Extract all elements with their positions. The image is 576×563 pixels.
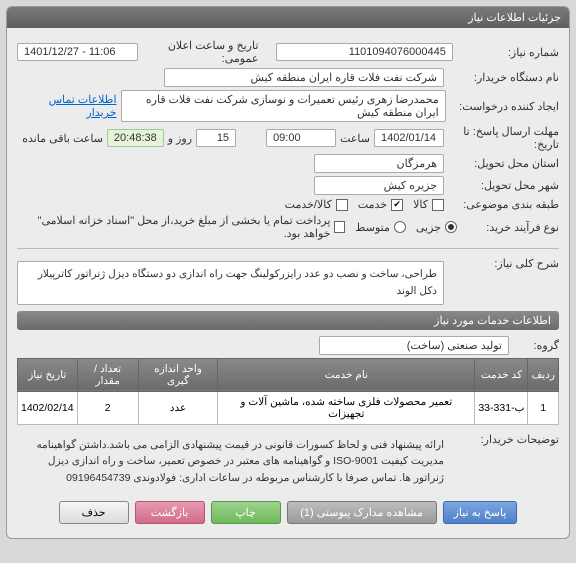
proc-note-group: پرداخت تمام یا بخشی از مبلغ خرید،از محل … xyxy=(27,214,345,240)
remain-days-label: روز و xyxy=(168,132,192,145)
category-label: طبقه بندی موضوعی: xyxy=(444,198,559,211)
services-col-header: ردیف xyxy=(528,358,559,391)
cat-goods-checkbox[interactable] xyxy=(432,199,444,211)
buyer-value: شرکت نفت فلات قاره ایران منطقه کیش xyxy=(164,68,444,87)
need-details-panel: جزئیات اطلاعات نیاز شماره نیاز: 11010940… xyxy=(6,6,570,539)
services-col-header: نام خدمت xyxy=(218,358,475,391)
respond-button[interactable]: پاسخ به نیاز xyxy=(443,501,518,524)
requester-label: ایجاد کننده درخواست: xyxy=(446,100,559,113)
row-requester: ایجاد کننده درخواست: محمدرضا زهری رئیس ت… xyxy=(17,90,559,122)
services-header: اطلاعات خدمات مورد نیاز xyxy=(17,311,559,330)
services-col-header: واحد اندازه گیری xyxy=(138,358,218,391)
proc-medium-radio[interactable] xyxy=(394,221,406,233)
row-buyer-notes: توضیحات خریدار: ارائه پیشنهاد فنی و لحاظ… xyxy=(17,433,559,491)
proc-partial-group: جزیی xyxy=(416,221,457,234)
table-cell: تعمیر محصولات فلزی ساخته شده، ماشین آلات… xyxy=(218,391,475,424)
services-col-header: تعداد / مقدار xyxy=(77,358,138,391)
table-cell: 2 xyxy=(77,391,138,424)
buyer-label: نام دستگاه خریدار: xyxy=(444,71,559,84)
requester-value: محمدرضا زهری رئیس تعمیرات و نوسازی شرکت … xyxy=(121,90,446,122)
panel-title: جزئیات اطلاعات نیاز xyxy=(7,7,569,28)
process-label: نوع فرآیند خرید: xyxy=(457,221,559,234)
group-label: گروه: xyxy=(509,339,559,352)
services-table: ردیفکد خدمتنام خدمتواحد اندازه گیریتعداد… xyxy=(17,358,559,425)
announce-label: تاریخ و ساعت اعلان عمومی: xyxy=(138,39,258,65)
cat-service-checkbox[interactable] xyxy=(391,199,403,211)
row-group: گروه: تولید صنعتی (ساخت) xyxy=(17,336,559,355)
row-province: استان محل تحویل: هرمزگان xyxy=(17,154,559,173)
province-value: هرمزگان xyxy=(314,154,444,173)
table-row: 1ب-331-33تعمیر محصولات فلزی ساخته شده، م… xyxy=(18,391,559,424)
proc-note-checkbox[interactable] xyxy=(334,221,345,233)
buyer-notes-value: ارائه پیشنهاد فنی و لحاظ کسورات قانونی د… xyxy=(17,437,444,487)
remain-days: 15 xyxy=(196,129,236,147)
row-process: نوع فرآیند خرید: جزیی متوسط پرداخت تمام … xyxy=(17,214,559,240)
proc-partial-label: جزیی xyxy=(416,221,441,234)
cat-service-group: خدمت xyxy=(358,198,403,211)
button-bar: پاسخ به نیاز مشاهده مدارک پیوستی (1) چاپ… xyxy=(17,501,559,524)
services-table-body: 1ب-331-33تعمیر محصولات فلزی ساخته شده، م… xyxy=(18,391,559,424)
print-button[interactable]: چاپ xyxy=(211,501,281,524)
proc-medium-label: متوسط xyxy=(355,221,390,234)
services-col-header: تاریخ نیاز xyxy=(18,358,78,391)
row-city: شهر محل تحویل: جزیره کیش xyxy=(17,176,559,195)
table-cell: 1402/02/14 xyxy=(18,391,78,424)
cat-both-label: کالا/خدمت xyxy=(285,198,332,211)
row-buyer: نام دستگاه خریدار: شرکت نفت فلات قاره ای… xyxy=(17,68,559,87)
desc-label: شرح کلی نیاز: xyxy=(444,257,559,270)
city-value: جزیره کیش xyxy=(314,176,444,195)
remain-time: 20:48:38 xyxy=(107,129,164,147)
deadline-time-label: ساعت xyxy=(340,132,370,145)
announce-value: 1401/12/27 - 11:06 xyxy=(17,43,138,61)
cat-goods-group: کالا xyxy=(413,198,444,211)
proc-medium-group: متوسط xyxy=(355,221,406,234)
table-cell: ب-331-33 xyxy=(475,391,528,424)
need-no-value: 1101094076000445 xyxy=(276,43,452,61)
cat-both-checkbox[interactable] xyxy=(336,199,348,211)
buyer-contact-link[interactable]: اطلاعات تماس خریدار xyxy=(17,93,117,119)
row-deadline: مهلت ارسال پاسخ: تا تاریخ: 1402/01/14 سا… xyxy=(17,125,559,151)
row-category: طبقه بندی موضوعی: کالا خدمت کالا/خدمت xyxy=(17,198,559,211)
need-no-label: شماره نیاز: xyxy=(453,46,559,59)
province-label: استان محل تحویل: xyxy=(444,157,559,170)
deadline-date: 1402/01/14 xyxy=(374,129,444,147)
deadline-label: مهلت ارسال پاسخ: تا تاریخ: xyxy=(444,125,559,151)
desc-value: طراحی، ساخت و نصب دو عدد رایزرکولینگ جهت… xyxy=(17,261,444,305)
row-need-no: شماره نیاز: 1101094076000445 تاریخ و ساع… xyxy=(17,39,559,65)
group-value: تولید صنعتی (ساخت) xyxy=(319,336,509,355)
buyer-notes-label: توضیحات خریدار: xyxy=(444,433,559,446)
services-table-header-row: ردیفکد خدمتنام خدمتواحد اندازه گیریتعداد… xyxy=(18,358,559,391)
remain-suffix: ساعت باقی مانده xyxy=(22,132,103,145)
proc-note-label: پرداخت تمام یا بخشی از مبلغ خرید،از محل … xyxy=(27,214,330,240)
cat-both-group: کالا/خدمت xyxy=(285,198,348,211)
delete-button[interactable]: حذف xyxy=(59,501,129,524)
services-col-header: کد خدمت xyxy=(475,358,528,391)
view-docs-button[interactable]: مشاهده مدارک پیوستی (1) xyxy=(287,501,437,524)
row-description: شرح کلی نیاز: طراحی، ساخت و نصب دو عدد ر… xyxy=(17,257,559,305)
city-label: شهر محل تحویل: xyxy=(444,179,559,192)
deadline-time: 09:00 xyxy=(266,129,336,147)
table-cell: 1 xyxy=(528,391,559,424)
cat-service-label: خدمت xyxy=(358,198,387,211)
table-cell: عدد xyxy=(138,391,218,424)
cat-goods-label: کالا xyxy=(413,198,428,211)
panel-body: شماره نیاز: 1101094076000445 تاریخ و ساع… xyxy=(7,28,569,538)
proc-partial-radio[interactable] xyxy=(445,221,457,233)
back-button[interactable]: بازگشت xyxy=(135,501,205,524)
